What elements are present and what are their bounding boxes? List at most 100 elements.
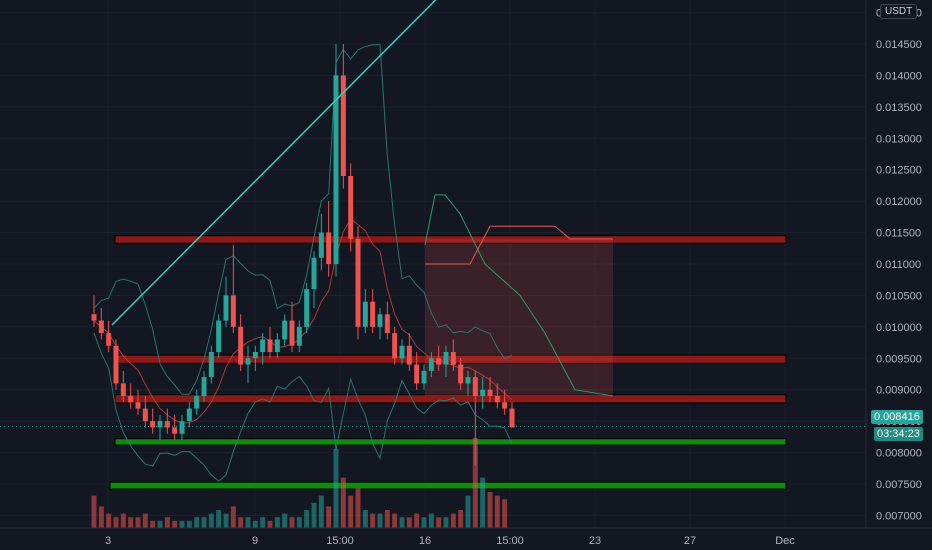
candle-body [362, 301, 368, 327]
volume-bar [384, 510, 390, 528]
volume-bar [164, 517, 170, 528]
volume-bar [216, 510, 222, 528]
volume-bar [260, 517, 266, 528]
candle-body [208, 352, 214, 378]
volume-bar [494, 495, 500, 528]
volume-bar [289, 517, 295, 528]
candle-body [113, 345, 119, 384]
volume-bar [355, 488, 361, 528]
candle-body [392, 333, 398, 359]
volume-bar [150, 520, 156, 528]
candle-body [164, 421, 170, 428]
time-tick-label: 23 [589, 535, 601, 547]
volume-bar [186, 520, 192, 528]
short-position-box [425, 238, 613, 396]
price-tick-label: 0.009000 [876, 385, 922, 397]
candle-body [326, 232, 332, 264]
volume-bar [502, 499, 508, 528]
volume-bar [135, 517, 141, 528]
volume-bar [436, 517, 442, 528]
time-tick-label: 9 [252, 535, 258, 547]
candle-body [450, 352, 456, 365]
candle-body [179, 421, 185, 434]
price-tick-label: 0.011500 [876, 228, 921, 240]
price-tick-label: 0.007000 [876, 510, 922, 522]
candle-body [150, 421, 156, 428]
candle-body [296, 326, 302, 346]
candle-body [245, 358, 251, 365]
cloud-line-b [425, 225, 613, 265]
candle-body [472, 377, 478, 396]
time-tick-label: Dec [775, 535, 795, 547]
countdown-tag: 03:34:23 [874, 427, 923, 441]
volume-bar [421, 517, 427, 528]
candle-body [289, 320, 295, 346]
volume-bars [91, 438, 508, 528]
price-tick-label: 0.009500 [876, 353, 922, 365]
volume-bar [392, 513, 398, 528]
price-tick-label: 0.007500 [876, 479, 922, 491]
volume-bar [98, 506, 104, 528]
candle-body [399, 345, 405, 359]
candle-body [414, 364, 420, 384]
support-zone [114, 438, 787, 446]
time-tick-label: 27 [684, 535, 696, 547]
candle-body [480, 389, 486, 396]
candle-body [252, 352, 258, 359]
candle-body [340, 75, 346, 176]
candle-body [377, 314, 383, 327]
volume-bar [230, 506, 236, 528]
candle-body [274, 339, 280, 352]
time-axis[interactable]: 3 9 15:00 16 15:00 23 27 Dec [105, 535, 795, 547]
candle-body [421, 370, 427, 384]
volume-bar [377, 513, 383, 528]
candle-body [120, 383, 126, 396]
candle-body [318, 232, 324, 258]
currency-label[interactable]: USDT [880, 4, 918, 19]
candle-body [194, 396, 200, 409]
candle-body [238, 326, 244, 365]
lower-band [93, 332, 513, 482]
volume-bar [304, 510, 310, 528]
volume-bar [201, 517, 207, 528]
candle-body [172, 427, 178, 434]
volume-bar [406, 517, 412, 528]
volume-bar [91, 495, 97, 528]
support-zone [109, 481, 787, 490]
candle-body [428, 358, 434, 371]
volume-bar [458, 510, 464, 528]
candle-body [216, 320, 222, 352]
cloud-line-a [424, 194, 614, 397]
volume-bar [245, 517, 251, 528]
indicators [93, 43, 614, 482]
candle-body [128, 396, 134, 403]
trendline-segment [111, 0, 437, 326]
candle-body [98, 320, 104, 334]
volume-bar [106, 513, 112, 528]
volume-bar [142, 513, 148, 528]
candle-body [465, 377, 471, 384]
candle-body [436, 358, 442, 365]
time-tick-label: 15:00 [326, 535, 354, 547]
candle-body [91, 314, 97, 321]
trendline[interactable] [111, 0, 440, 326]
volume-bar [399, 517, 405, 528]
upper-band [93, 43, 513, 395]
price-tick-label: 0.008000 [876, 448, 922, 460]
candle-body [142, 408, 148, 422]
volume-bar [465, 495, 471, 528]
volume-bar [472, 438, 478, 528]
price-tick-label: 0.010000 [876, 322, 922, 334]
candle-body [135, 402, 141, 409]
price-axis[interactable]: 0.0070000.0075000.0080000.0085000.009000… [876, 8, 922, 523]
volume-bar [296, 517, 302, 528]
volume-bar [282, 513, 288, 528]
volume-bar [414, 513, 420, 528]
price-tick-label: 0.014000 [876, 70, 922, 82]
candle-body [509, 408, 515, 428]
volume-bar [157, 520, 163, 528]
price-tick-label: 0.013000 [876, 133, 922, 145]
candle-body [355, 238, 361, 327]
candle-body [370, 301, 376, 327]
